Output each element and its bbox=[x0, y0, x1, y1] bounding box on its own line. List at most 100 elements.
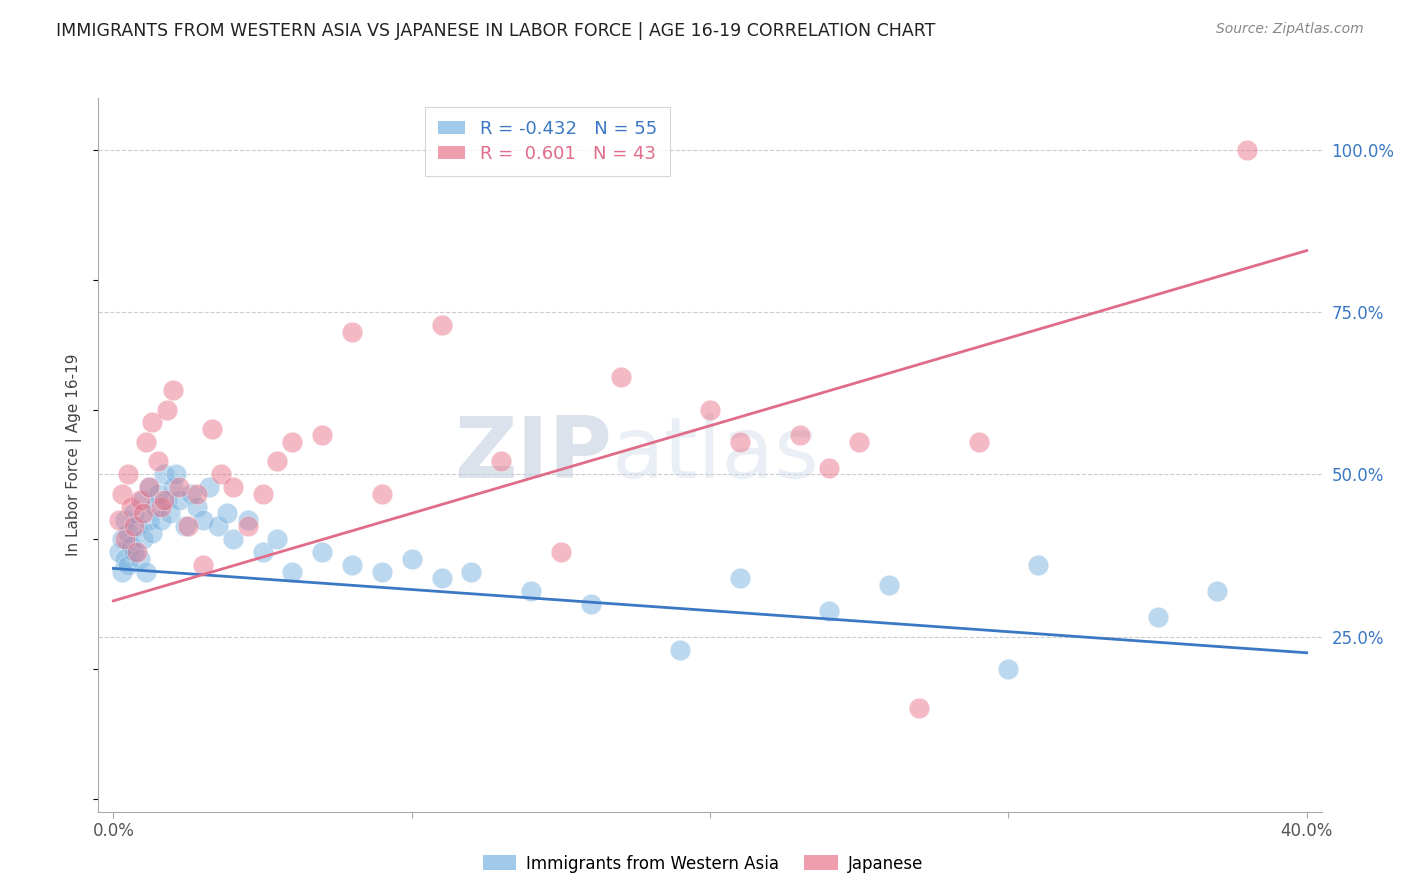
Point bbox=[174, 519, 197, 533]
Point bbox=[132, 533, 155, 547]
Y-axis label: In Labor Force | Age 16-19: In Labor Force | Age 16-19 bbox=[66, 353, 83, 557]
Point bbox=[848, 434, 870, 449]
Point bbox=[236, 519, 259, 533]
Point bbox=[207, 519, 229, 533]
Point bbox=[114, 533, 136, 547]
Point bbox=[1146, 610, 1168, 624]
Point bbox=[135, 434, 157, 449]
Point bbox=[1206, 584, 1229, 599]
Point bbox=[150, 513, 173, 527]
Point bbox=[908, 701, 931, 715]
Point bbox=[129, 493, 152, 508]
Point bbox=[699, 402, 721, 417]
Point bbox=[371, 565, 394, 579]
Legend: R = -0.432   N = 55, R =  0.601   N = 43: R = -0.432 N = 55, R = 0.601 N = 43 bbox=[426, 107, 669, 176]
Point bbox=[153, 467, 176, 482]
Point bbox=[146, 454, 169, 468]
Point bbox=[221, 533, 243, 547]
Point bbox=[180, 487, 202, 501]
Point bbox=[120, 539, 142, 553]
Point bbox=[520, 584, 543, 599]
Point bbox=[252, 545, 274, 559]
Point bbox=[728, 434, 751, 449]
Point bbox=[117, 467, 139, 482]
Point bbox=[236, 513, 259, 527]
Point bbox=[122, 519, 145, 533]
Point bbox=[159, 506, 181, 520]
Point bbox=[141, 525, 163, 540]
Point bbox=[117, 558, 139, 573]
Point bbox=[281, 565, 304, 579]
Point bbox=[114, 551, 136, 566]
Point bbox=[215, 506, 238, 520]
Point bbox=[311, 545, 333, 559]
Point bbox=[127, 545, 149, 559]
Point bbox=[132, 506, 155, 520]
Point bbox=[138, 513, 160, 527]
Text: ZIP: ZIP bbox=[454, 413, 612, 497]
Point bbox=[789, 428, 811, 442]
Point bbox=[430, 318, 453, 333]
Point bbox=[111, 533, 134, 547]
Point bbox=[153, 493, 176, 508]
Point bbox=[127, 519, 149, 533]
Point bbox=[138, 480, 160, 494]
Point bbox=[177, 519, 200, 533]
Point bbox=[281, 434, 304, 449]
Point bbox=[162, 383, 184, 397]
Point bbox=[209, 467, 232, 482]
Point bbox=[111, 487, 134, 501]
Point bbox=[489, 454, 512, 468]
Point bbox=[186, 487, 208, 501]
Point bbox=[129, 551, 152, 566]
Point bbox=[669, 642, 692, 657]
Point bbox=[1236, 143, 1258, 157]
Point bbox=[108, 545, 131, 559]
Point bbox=[340, 558, 363, 573]
Point bbox=[150, 500, 173, 514]
Point bbox=[252, 487, 274, 501]
Point bbox=[108, 513, 131, 527]
Point bbox=[146, 487, 169, 501]
Point bbox=[191, 558, 214, 573]
Point bbox=[1026, 558, 1049, 573]
Point bbox=[430, 571, 453, 585]
Point bbox=[818, 604, 841, 618]
Point bbox=[120, 500, 142, 514]
Point bbox=[371, 487, 394, 501]
Point bbox=[111, 565, 134, 579]
Point bbox=[186, 500, 208, 514]
Point bbox=[122, 545, 145, 559]
Point bbox=[221, 480, 243, 494]
Point bbox=[311, 428, 333, 442]
Point bbox=[138, 480, 160, 494]
Point bbox=[728, 571, 751, 585]
Point bbox=[340, 325, 363, 339]
Point bbox=[818, 461, 841, 475]
Point bbox=[967, 434, 990, 449]
Point bbox=[167, 493, 190, 508]
Point bbox=[141, 416, 163, 430]
Point bbox=[997, 662, 1019, 676]
Point bbox=[132, 493, 155, 508]
Point bbox=[609, 370, 631, 384]
Point bbox=[135, 565, 157, 579]
Point bbox=[550, 545, 572, 559]
Point bbox=[117, 525, 139, 540]
Point bbox=[156, 493, 179, 508]
Text: IMMIGRANTS FROM WESTERN ASIA VS JAPANESE IN LABOR FORCE | AGE 16-19 CORRELATION : IMMIGRANTS FROM WESTERN ASIA VS JAPANESE… bbox=[56, 22, 935, 40]
Text: atlas: atlas bbox=[612, 413, 820, 497]
Point bbox=[266, 533, 288, 547]
Point bbox=[165, 467, 187, 482]
Point bbox=[114, 513, 136, 527]
Point bbox=[460, 565, 482, 579]
Legend: Immigrants from Western Asia, Japanese: Immigrants from Western Asia, Japanese bbox=[477, 848, 929, 880]
Point bbox=[156, 402, 179, 417]
Point bbox=[143, 500, 166, 514]
Point bbox=[401, 551, 423, 566]
Point bbox=[191, 513, 214, 527]
Point bbox=[877, 577, 900, 591]
Text: Source: ZipAtlas.com: Source: ZipAtlas.com bbox=[1216, 22, 1364, 37]
Point bbox=[198, 480, 221, 494]
Point bbox=[162, 480, 184, 494]
